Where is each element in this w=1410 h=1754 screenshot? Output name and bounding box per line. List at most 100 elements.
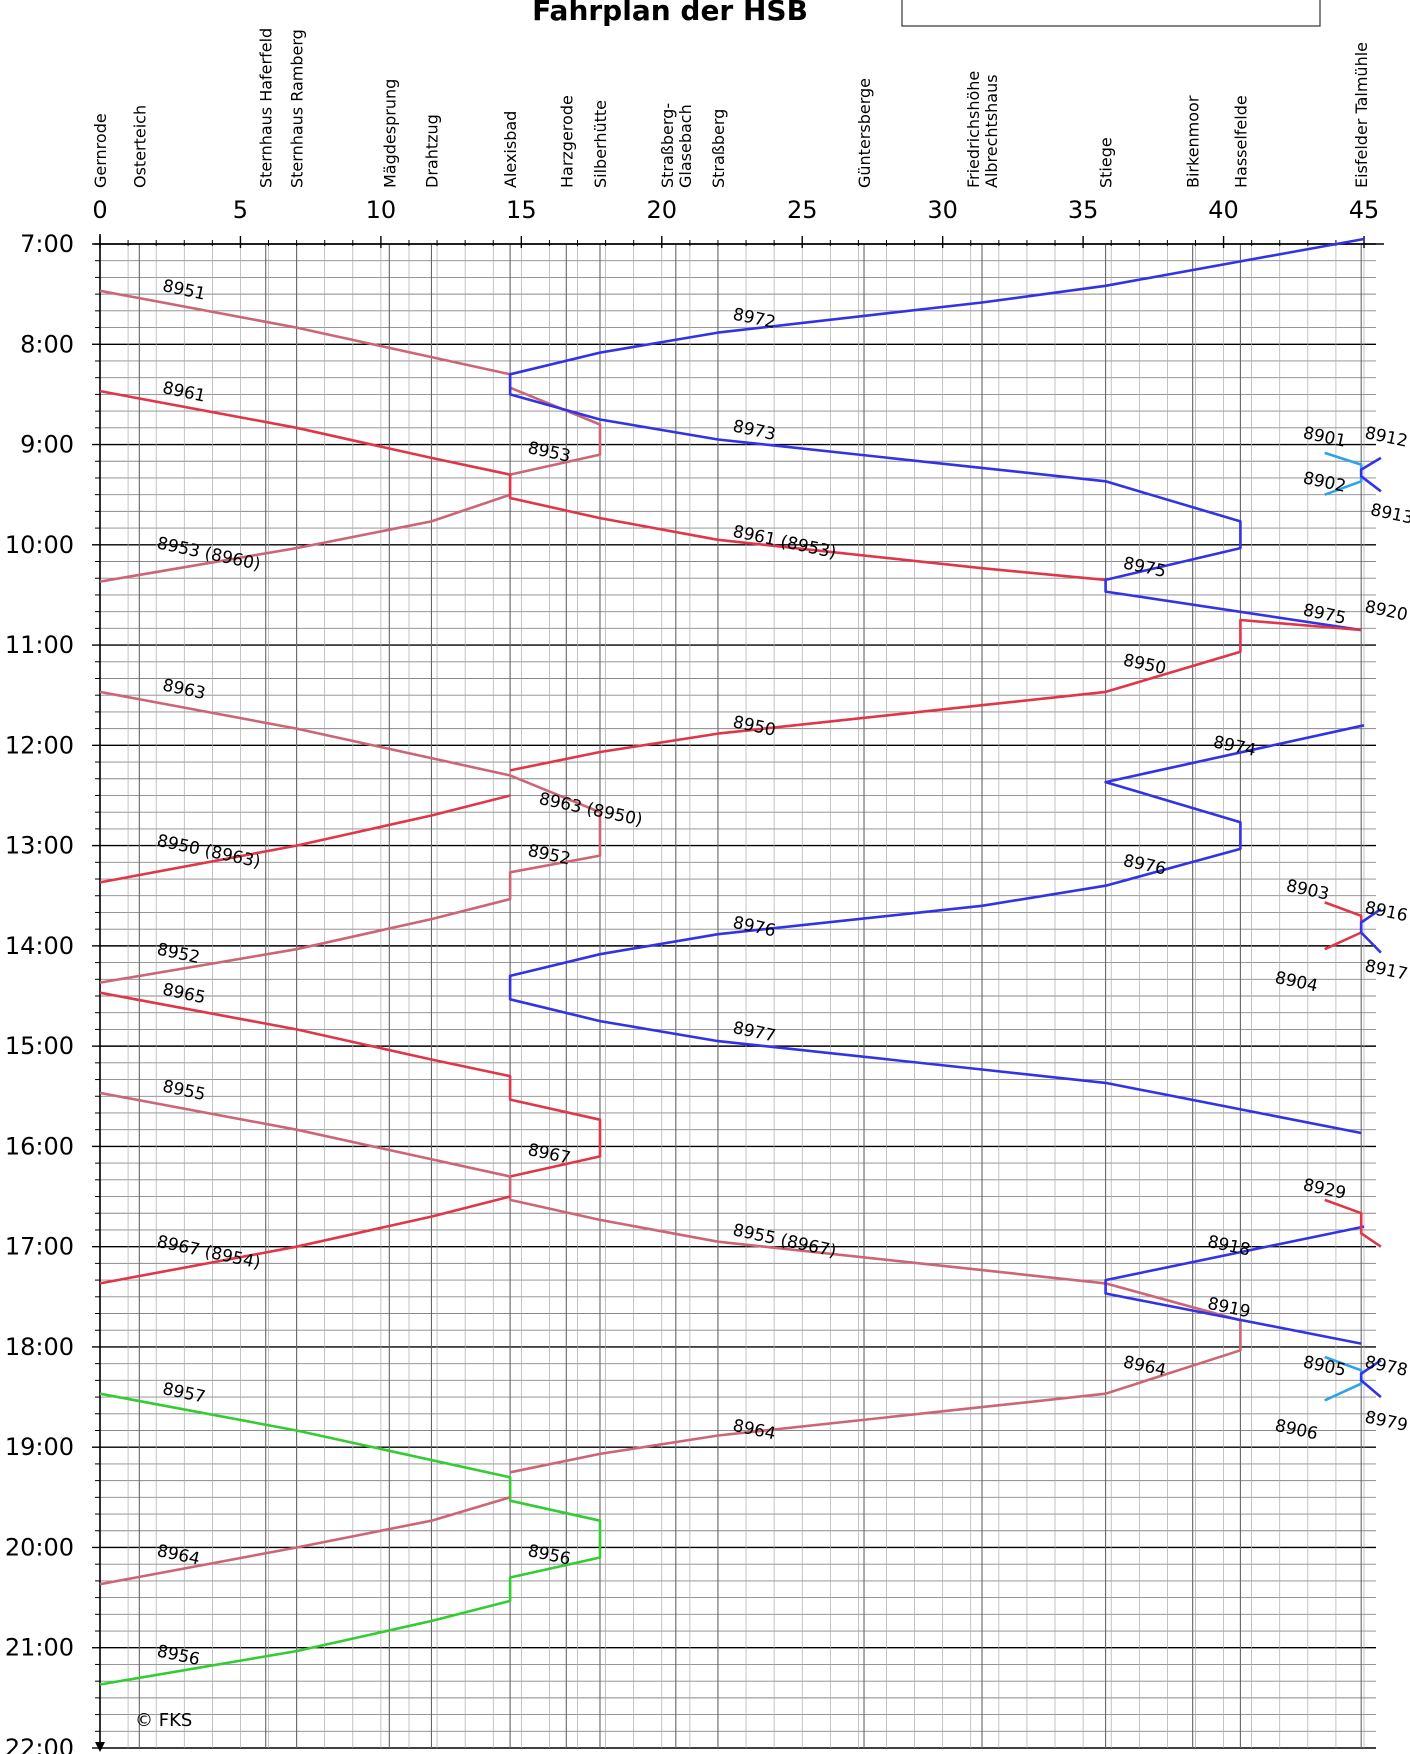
- train-label: 8916: [1363, 898, 1409, 927]
- station-label: Osterteich: [130, 105, 149, 188]
- station-label: Hasselfelde: [1231, 95, 1250, 188]
- train-label: 8976: [1121, 851, 1167, 880]
- train-label: 8964: [155, 1541, 201, 1570]
- train-label: 8978: [1363, 1352, 1409, 1381]
- y-tick-label: 22:00: [5, 1734, 74, 1754]
- train-label: 8950 (8963): [155, 831, 262, 872]
- station-label: Stiege: [1097, 137, 1116, 188]
- train-line: [99, 389, 1106, 582]
- train-label: 8918: [1206, 1232, 1252, 1261]
- y-tick-label: 21:00: [5, 1634, 74, 1662]
- x-tick-label: 20: [647, 196, 678, 224]
- grid: [99, 243, 1376, 1749]
- train-label: 8965: [161, 980, 207, 1009]
- x-tick-label: 10: [366, 196, 397, 224]
- x-tick-label: 15: [506, 196, 537, 224]
- train-label: 8912: [1363, 423, 1409, 452]
- train-line: [1104, 1225, 1365, 1345]
- train-label: 8964: [731, 1416, 777, 1445]
- y-tick-label: 15:00: [5, 1032, 74, 1060]
- x-tick-label: 0: [92, 196, 107, 224]
- y-tick-label: 7:00: [20, 230, 74, 258]
- y-tick-label: 20:00: [5, 1533, 74, 1561]
- title-box: [901, 0, 1321, 27]
- y-tick-label: 17:00: [5, 1233, 74, 1261]
- train-label: 8913: [1369, 500, 1410, 529]
- train-line: [1324, 901, 1363, 951]
- train-label: 8950: [731, 712, 777, 741]
- train-label: 8956: [155, 1641, 201, 1670]
- train-label: 8955: [161, 1077, 207, 1106]
- x-tick-label: 35: [1068, 196, 1099, 224]
- train-line: [509, 618, 1362, 772]
- train-line: [99, 991, 602, 1178]
- y-tick-label: 8:00: [20, 330, 74, 358]
- train-line: [1359, 1359, 1382, 1399]
- y-axis-arrow: [95, 1742, 105, 1752]
- station-label: Straßberg: [709, 109, 728, 188]
- train-line: [99, 794, 511, 884]
- station-label: Birkenmoor: [1184, 95, 1203, 188]
- station-label: Güntersberge: [855, 78, 874, 188]
- train-line: [508, 724, 1365, 1135]
- station-label: Alexisbad: [501, 111, 520, 188]
- train-label: 8919: [1206, 1294, 1252, 1323]
- train-label: 8903: [1284, 876, 1330, 905]
- train-label: 8952: [155, 940, 201, 969]
- train-label: 8920: [1363, 597, 1409, 626]
- axes: 0 5 10 15 20 25 30 35 40 45 7:00 8:00 9:00 10:00 11:00…: [5, 196, 1384, 1754]
- train-line: [99, 1195, 511, 1285]
- train-label: 8950: [1121, 650, 1167, 679]
- station-label: Harzgerode: [557, 95, 576, 188]
- train-line: [1359, 456, 1382, 493]
- station-label: Glasebach: [676, 104, 695, 188]
- y-tick-label: 18:00: [5, 1333, 74, 1361]
- train-label: 8917: [1363, 956, 1409, 985]
- train-label: 8957: [161, 1379, 207, 1408]
- train-label: 8951: [161, 276, 207, 305]
- copyright: © FKS: [135, 1710, 192, 1731]
- train-label: 8961: [161, 378, 207, 407]
- x-tick-label: 45: [1349, 196, 1380, 224]
- train-line: [99, 1091, 1242, 1474]
- station-label: Drahtzug: [422, 114, 441, 188]
- train-label: 8963: [161, 676, 207, 705]
- train-label: 8956: [526, 1541, 572, 1570]
- y-tick-label: 9:00: [20, 431, 74, 459]
- station-label: Sternhaus Ramberg: [288, 29, 307, 188]
- station-label: Straßberg-: [658, 103, 677, 188]
- x-tick-label: 25: [787, 196, 818, 224]
- train-line: [508, 237, 1365, 632]
- train-label: 8955 (8967): [731, 1220, 838, 1261]
- train-label: 8972: [731, 305, 777, 334]
- train-label: 8953: [526, 438, 572, 467]
- train-line: [99, 1392, 602, 1686]
- y-tick-label: 13:00: [5, 832, 74, 860]
- train-label: 8979: [1363, 1407, 1409, 1436]
- station-label: Mägdesprung: [380, 79, 399, 188]
- y-tick-label: 16:00: [5, 1132, 74, 1160]
- y-tick-label: 12:00: [5, 731, 74, 759]
- train-label: 8967 (8954): [155, 1232, 262, 1273]
- y-tick-label: 14:00: [5, 932, 74, 960]
- train-line: [99, 690, 602, 984]
- train-line: [99, 1496, 511, 1586]
- y-tick-label: 10:00: [5, 531, 74, 559]
- train-line: [99, 493, 511, 583]
- train-label: 8976: [731, 913, 777, 942]
- x-tick-label: 40: [1208, 196, 1239, 224]
- chart-title: Fahrplan der HSB: [532, 0, 808, 27]
- station-label: Gernrode: [91, 113, 110, 188]
- y-tick-label: 11:00: [5, 631, 74, 659]
- train-line: [1324, 1198, 1382, 1248]
- x-tick-label: 30: [927, 196, 958, 224]
- station-label: Friedrichshöhe: [964, 71, 983, 188]
- station-label: Silberhütte: [591, 100, 610, 188]
- train-label: 8964: [1121, 1352, 1167, 1381]
- station-label: Albrechtshaus: [982, 74, 1001, 188]
- station-label: Eisfelder Talmühle: [1352, 42, 1371, 188]
- station-lines: Gernrode Osterteich Sternhaus Haferfeld Ste…: [91, 28, 1371, 1748]
- train-line: [99, 289, 511, 376]
